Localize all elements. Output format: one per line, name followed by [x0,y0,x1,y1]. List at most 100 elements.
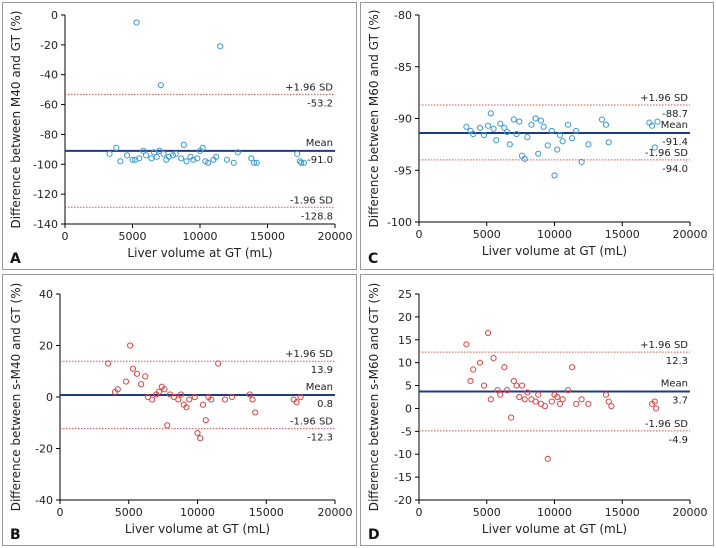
data-point [497,120,504,127]
data-point [223,156,231,163]
data-point [585,141,592,148]
data-point [470,366,477,373]
panel-label: C [368,251,378,267]
data-point [554,393,561,401]
data-point [138,381,145,388]
data-point [148,155,155,162]
data-point [490,354,497,362]
chart-a: -140 -120 -100 -80 -60 -40 -20 0 0 5000 10000 15000… [9,9,353,267]
upper-limit-label: +1.96 SD [640,340,688,351]
data-point [501,364,508,371]
mean-label: Mean [306,382,333,393]
x-axis-title: Liver volume at GT (mL) [127,246,272,260]
panel-a: -140 -120 -100 -80 -60 -40 -20 0 0 5000 10000 15000… [2,2,357,270]
upper-limit-value: 13.9 [311,365,333,376]
data-point [191,393,198,401]
data-point [142,373,149,380]
y-tick-label: -80 [40,128,58,141]
mean-value: -91.0 [307,155,333,166]
data-point [113,144,120,151]
data-point [300,159,308,166]
data-point [602,391,610,398]
data-point [608,403,615,410]
data-point [127,342,134,349]
data-point [124,152,131,159]
data-point [463,341,470,348]
data-point [490,125,497,132]
data-point [598,116,606,123]
data-point [648,122,656,129]
data-point [194,155,201,162]
data-point [133,19,140,26]
x-tick-label: 20000 [318,230,353,243]
x-tick-label: 10000 [537,506,572,519]
data-point [105,360,112,367]
data-point [564,121,572,128]
y-tick-label: 10 [398,357,412,370]
data-point [564,387,572,394]
data-point [230,159,237,166]
x-tick-label: 15000 [249,506,284,519]
data-point [487,396,494,403]
data-point [503,128,511,136]
y-tick-label: 0 [405,402,412,415]
data-point [117,158,124,165]
data-point [493,137,500,144]
data-point [202,417,209,424]
x-tick-label: 15000 [250,230,285,243]
data-point [463,123,470,130]
data-point [585,400,592,407]
data-point [213,153,220,160]
x-axis-title: Liver volume at GT (mL) [125,522,270,536]
x-tick-label: 5000 [473,228,501,241]
data-point [253,159,260,166]
mean-label: Mean [661,379,688,390]
y-tick-label: 0 [46,391,53,404]
data-point [573,127,580,135]
data-point [149,396,156,403]
mean-value: -91.4 [662,137,688,148]
x-tick-label: 0 [57,506,64,519]
data-point [293,399,300,406]
data-point [578,158,585,166]
data-point [540,123,547,130]
x-tick-label: 0 [416,228,423,241]
y-tick-label: -40 [40,69,58,82]
y-axis-title: Difference between s-M40 and GT (%) [9,283,23,512]
upper-limit-value: 12.3 [666,356,688,367]
x-tick-label: 10000 [180,506,215,519]
data-point [569,364,576,371]
panel-b: -40 -20 0 20 40 0 5000 10000 15000 20000 +1.96 SD 1… [2,274,357,546]
data-point [155,388,163,395]
data-point [508,414,515,421]
data-point [573,400,580,407]
data-point [556,400,564,407]
data-point [528,121,535,128]
data-point [605,139,612,146]
data-point [197,435,204,442]
x-tick-label: 20000 [673,506,708,519]
data-point [467,377,474,385]
x-tick-label: 20000 [318,506,353,519]
data-point [294,150,301,157]
mean-value: 3.7 [672,396,688,407]
mean-value: 0.8 [317,399,333,410]
data-point [521,155,528,162]
data-point [217,43,224,50]
data-point [106,150,113,157]
data-point [183,404,190,411]
data-point [205,159,212,166]
data-point [175,396,182,403]
data-point [199,401,207,408]
y-tick-label: 20 [398,311,412,324]
panel-label: A [10,251,21,267]
y-tick-label: 5 [405,380,412,393]
data-point [180,141,187,148]
x-tick-label: 20000 [673,228,708,241]
panel-d: -20 -15 -10 -5 0 5 10 15 20 25 0 5000 10000 15000 2000… [360,274,714,546]
upper-limit-label: +1.96 SD [640,93,688,104]
data-point [654,118,661,125]
data-point [551,172,558,179]
data-point [480,382,488,389]
y-tick-label: -20 [35,443,53,456]
